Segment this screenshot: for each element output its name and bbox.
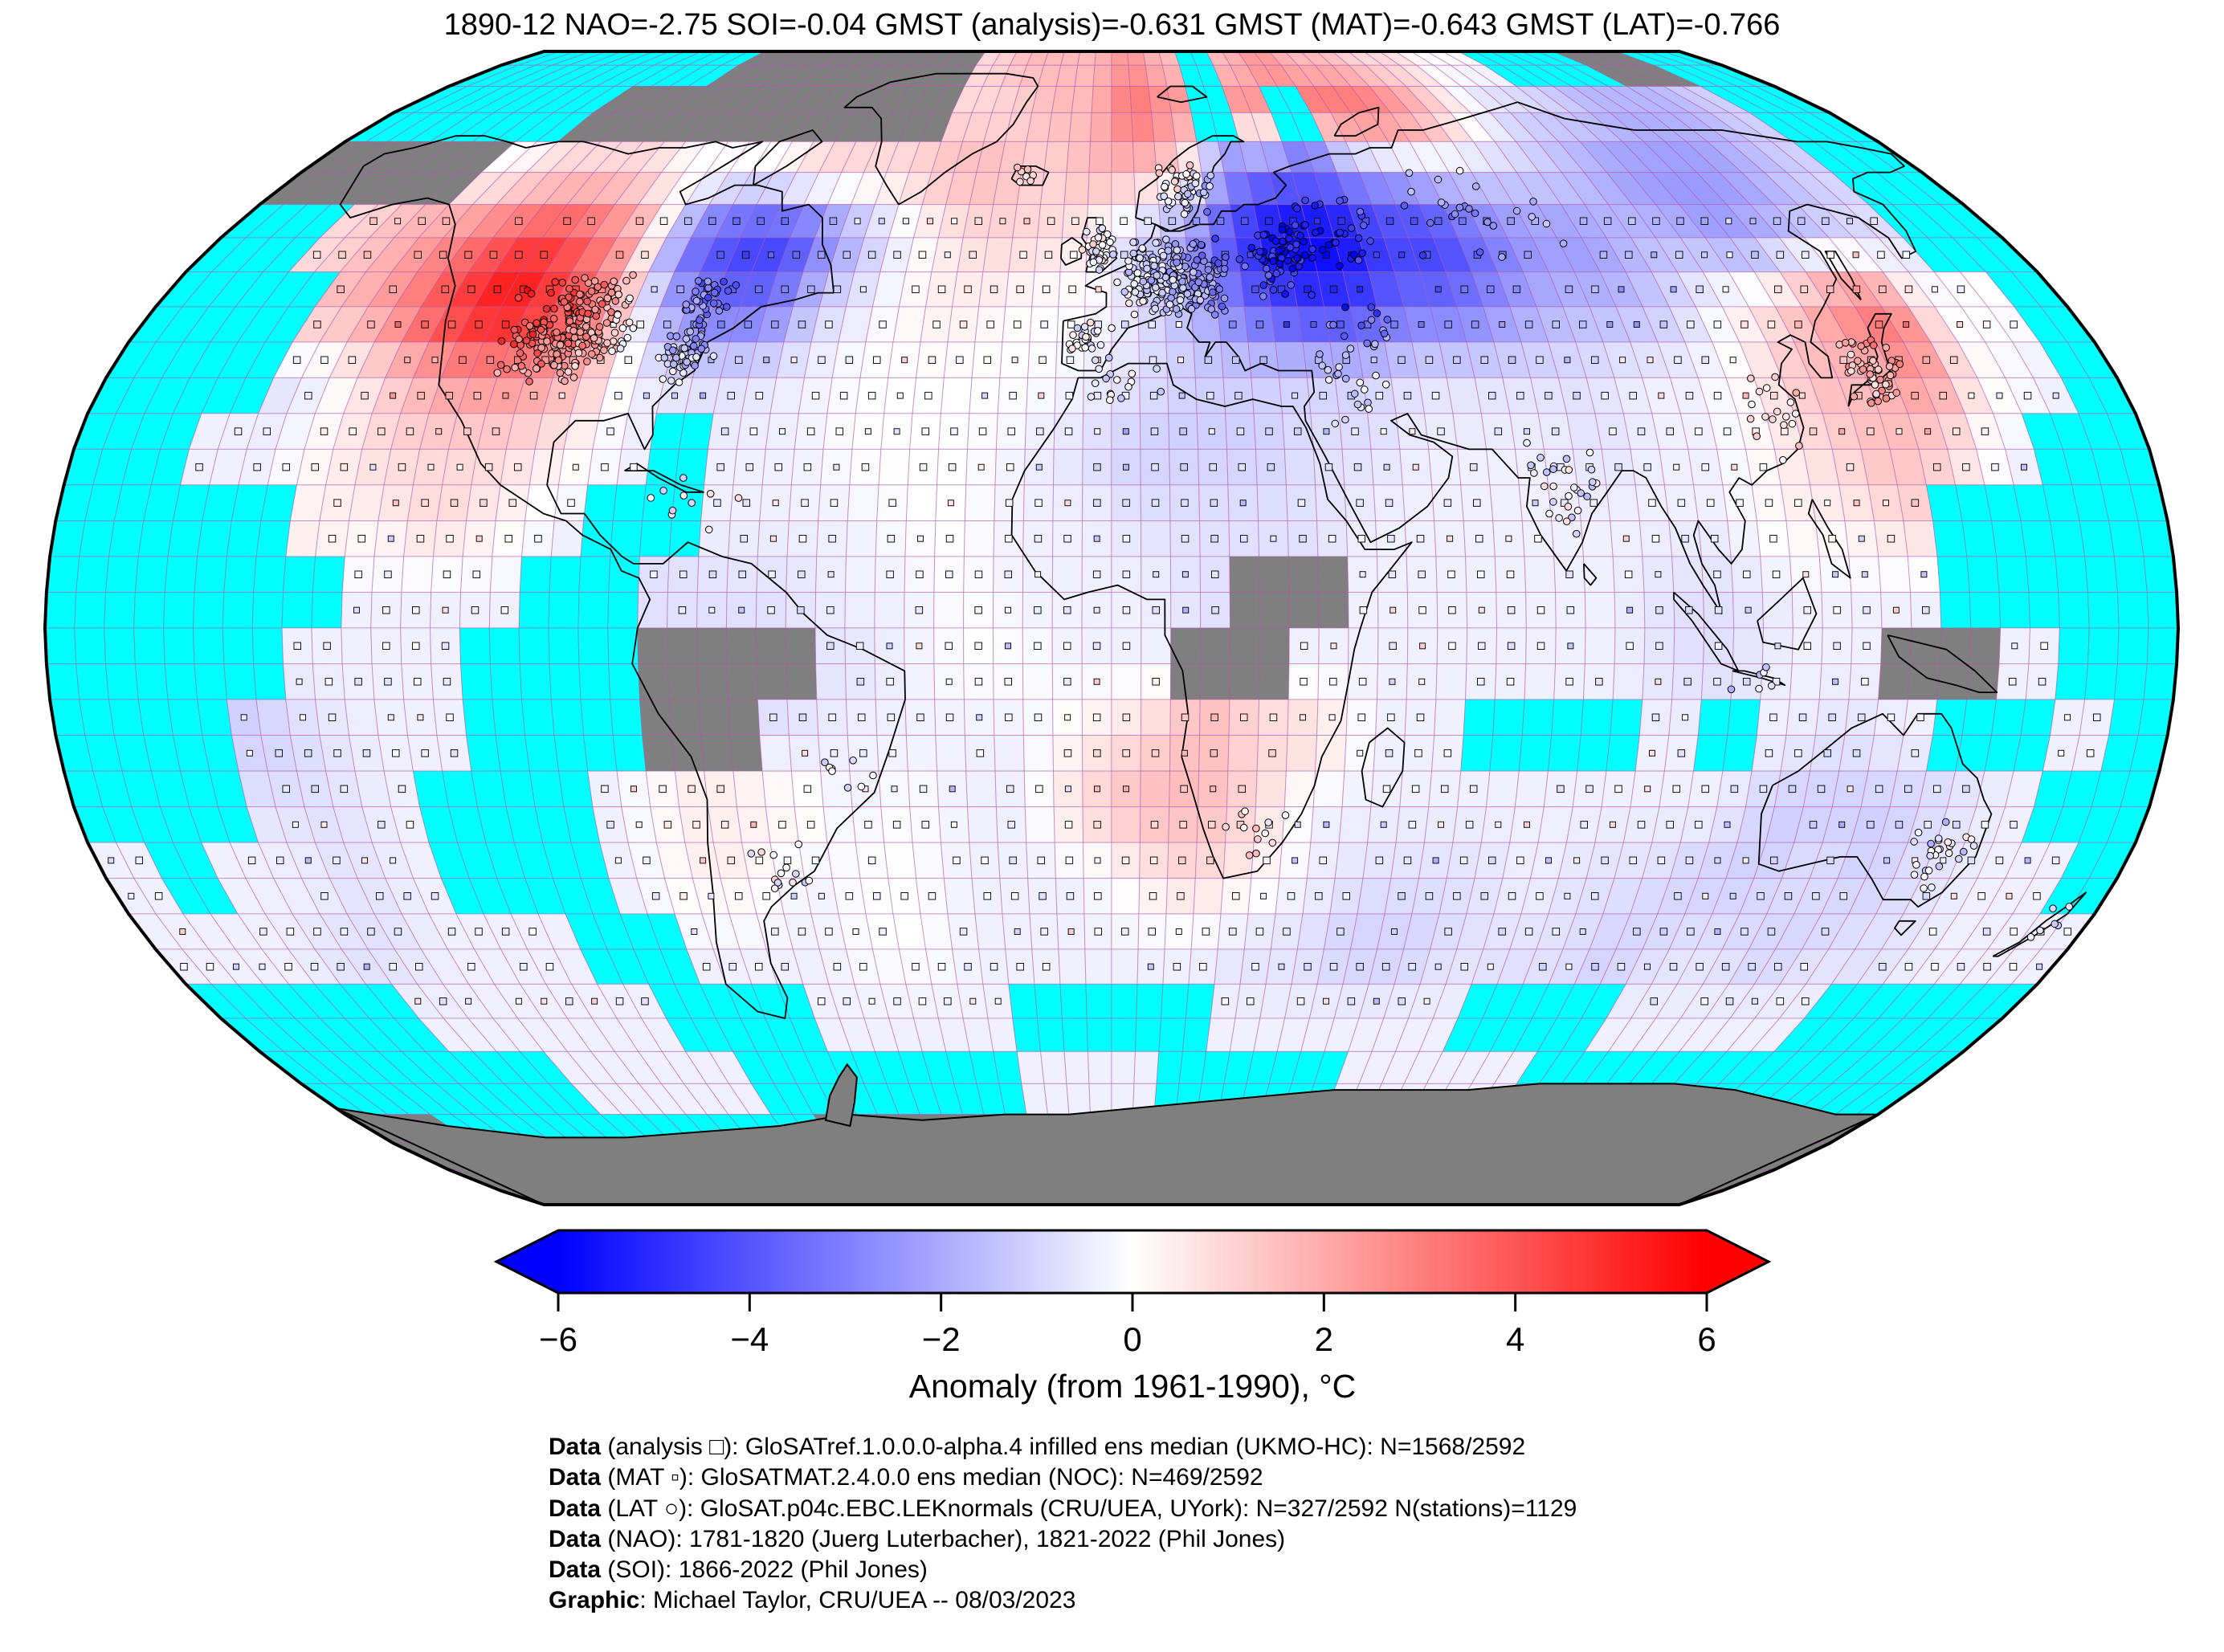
- lat-station-markers: [493, 161, 2073, 941]
- colorbar-tick-label: 6: [1697, 1320, 1716, 1358]
- colorbar-tick-label: 2: [1315, 1320, 1333, 1358]
- attribution-line: Data (LAT ○): GloSAT.p04c.EBC.LEKnormals…: [549, 1494, 1577, 1524]
- attribution-text: (analysis □): GloSATref.1.0.0.0-alpha.4 …: [601, 1434, 1526, 1460]
- map-outline: [43, 50, 2181, 1206]
- attribution-text: (NAO): 1781-1820 (Juerg Luterbacher), 18…: [601, 1525, 1286, 1552]
- attribution-line: Data (SOI): 1866-2022 (Phil Jones): [549, 1555, 1577, 1585]
- colorbar-tick-label: −4: [730, 1320, 769, 1358]
- colorbar: −6 −4 −2 0 2 4 6 Anomaly (from 1961-1990), °C: [493, 1229, 1772, 1405]
- attribution-label: Graphic: [549, 1587, 640, 1614]
- analysis-mat-markers: [108, 217, 2101, 1005]
- attribution-line: Graphic: Michael Taylor, CRU/UEA -- 08/0…: [549, 1585, 1577, 1616]
- no-data-land-polygons: [336, 1063, 1879, 1205]
- attribution-label: Data: [549, 1495, 602, 1522]
- anomaly-grid-cells: [44, 51, 2179, 1205]
- attribution-line: Data (MAT ▫): GloSATMAT.2.4.0.0 ens medi…: [549, 1462, 1577, 1493]
- colorbar-tick-label: 0: [1123, 1320, 1141, 1358]
- attribution-label: Data: [549, 1434, 602, 1460]
- colorbar-tick-label: −6: [539, 1320, 577, 1358]
- attribution-text: (LAT ○): GloSAT.p04c.EBC.LEKnormals (CRU…: [601, 1495, 1577, 1522]
- colorbar-axis-label: Anomaly (from 1961-1990), °C: [909, 1368, 1356, 1405]
- attribution-label: Data: [549, 1556, 602, 1584]
- attribution-label: Data: [549, 1525, 602, 1552]
- attribution-block: Data (analysis □): GloSATref.1.0.0.0-alp…: [549, 1432, 1577, 1617]
- attribution-line: Data (NAO): 1781-1820 (Juerg Luterbacher…: [549, 1524, 1577, 1555]
- attribution-line: Data (analysis □): GloSATref.1.0.0.0-alp…: [549, 1432, 1577, 1462]
- page-title: 1890-12 NAO=-2.75 SOI=-0.04 GMST (analys…: [443, 8, 1781, 42]
- attribution-text: : Michael Taylor, CRU/UEA -- 08/03/2023: [639, 1587, 1076, 1614]
- colorbar-gradient-bar: [493, 1229, 1772, 1295]
- attribution-text: (SOI): 1866-2022 (Phil Jones): [601, 1556, 928, 1584]
- attribution-label: Data: [549, 1464, 602, 1491]
- colorbar-tick-label: 4: [1506, 1320, 1524, 1358]
- attribution-text: (MAT ▫): GloSATMAT.2.4.0.0 ens median (N…: [601, 1464, 1263, 1491]
- colorbar-ticks: −6 −4 −2 0 2 4 6: [539, 1293, 1716, 1358]
- colorbar-tick-label: −2: [922, 1320, 961, 1358]
